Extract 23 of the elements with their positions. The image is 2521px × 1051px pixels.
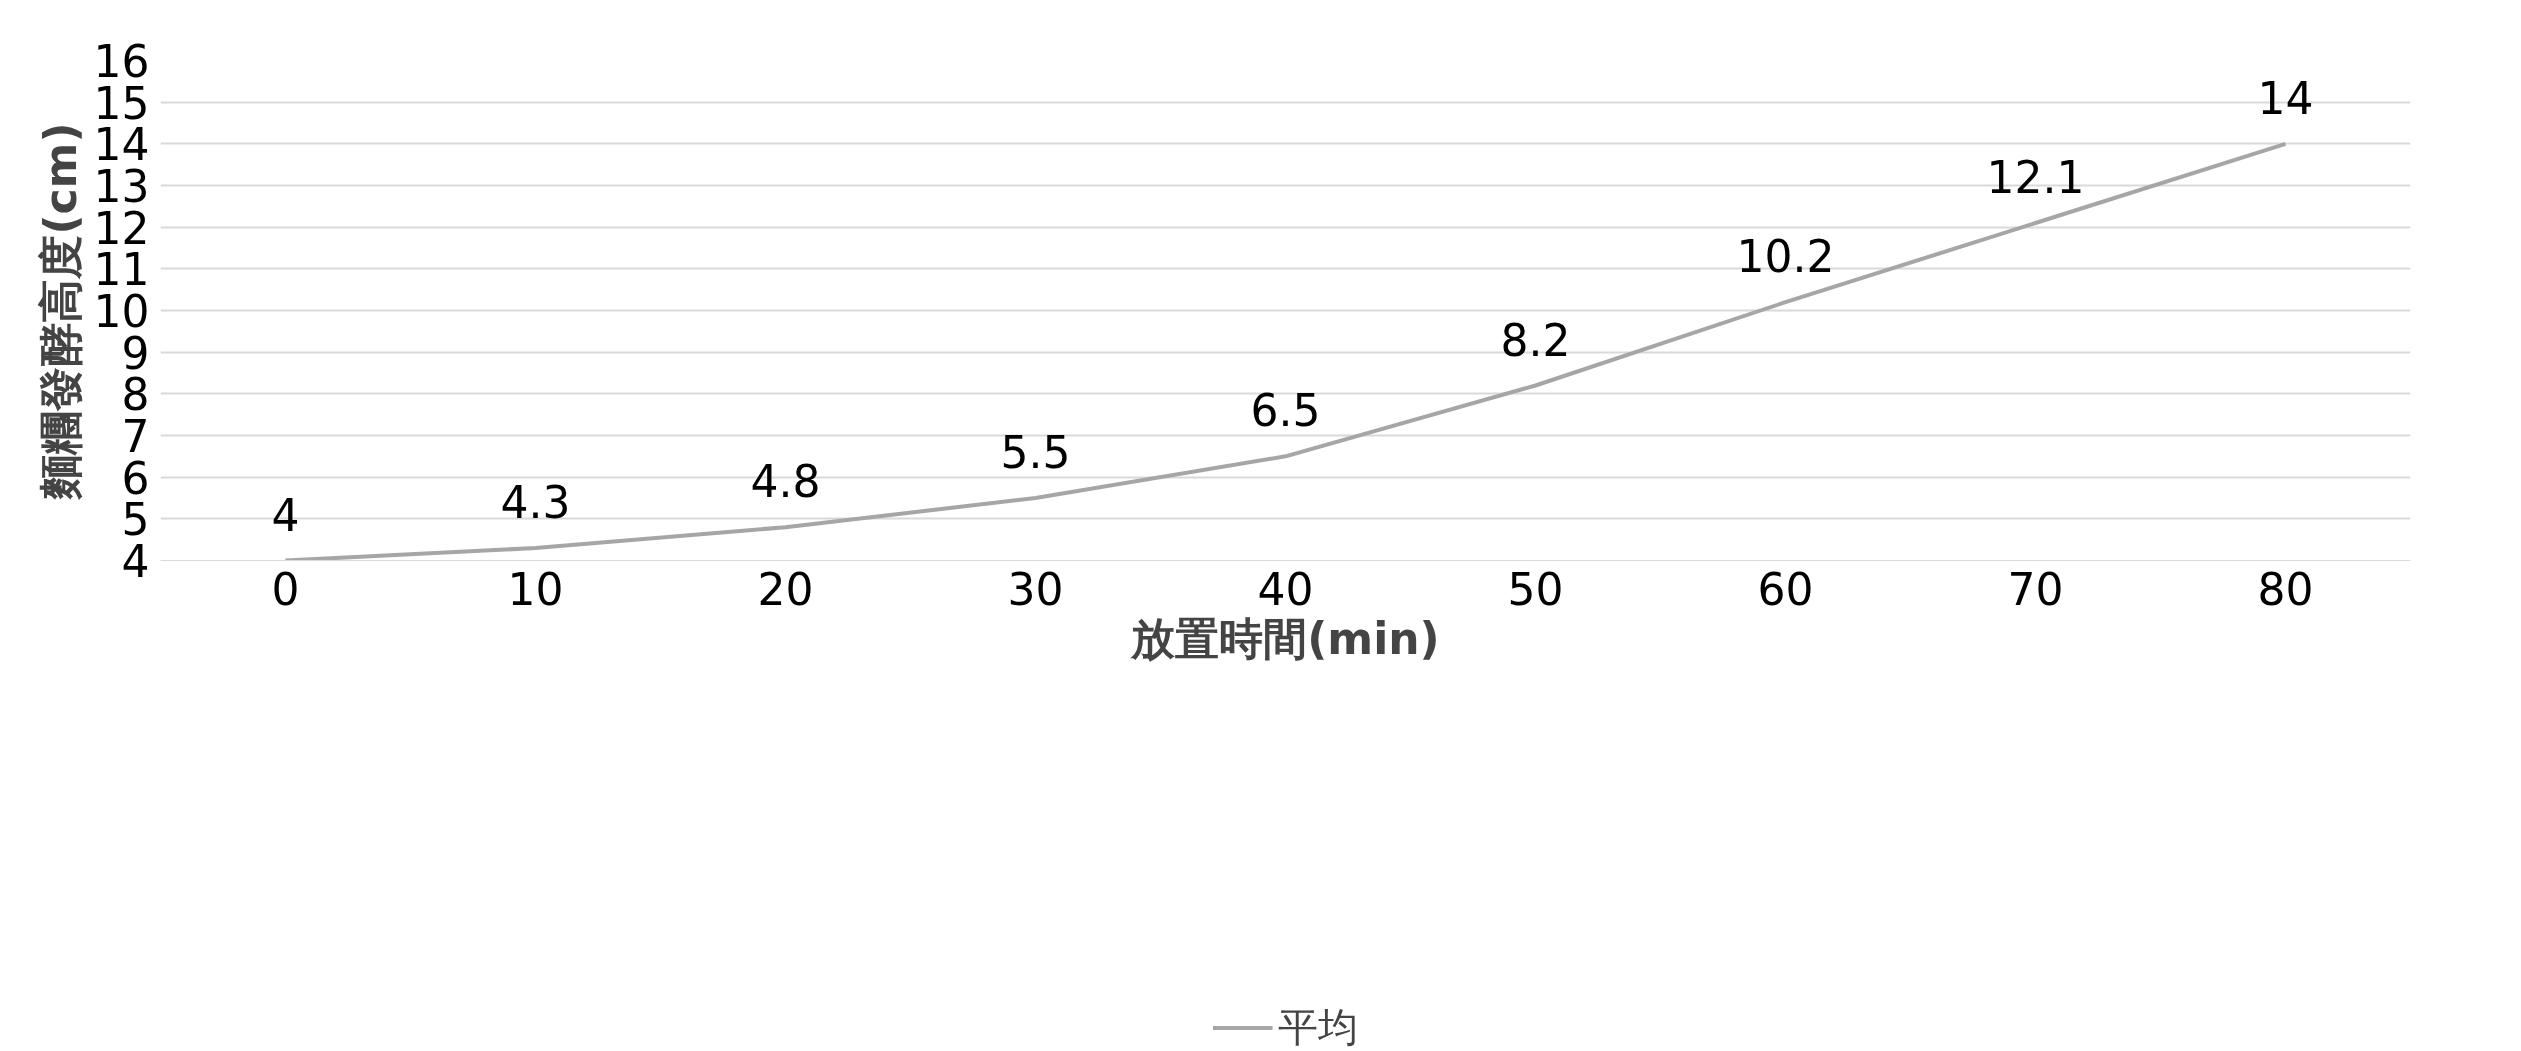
data-label: 6.5 [1250, 385, 1321, 437]
data-label: 4.8 [750, 456, 821, 508]
data-label: 12.1 [1986, 152, 2085, 203]
x-tick-label: 40 [1257, 563, 1314, 615]
x-tick-label: 80 [2257, 563, 2314, 615]
data-label: 14 [2257, 72, 2314, 124]
data-label: 10.2 [1736, 231, 1835, 283]
y-axis-title: 麵糰發酵高度(cm) [34, 122, 86, 501]
x-tick-label: 50 [1507, 563, 1564, 615]
x-tick-label: 0 [271, 563, 300, 615]
y-tick-label: 4 [121, 536, 150, 587]
data-label: 4 [271, 489, 300, 541]
data-label: 5.5 [1000, 427, 1071, 478]
x-tick-label: 20 [757, 563, 814, 615]
x-axis-title: 放置時間(min) [1130, 612, 1440, 664]
x-tick-label: 60 [1757, 563, 1814, 615]
data-label: 8.2 [1500, 314, 1571, 366]
y-tick-label: 16 [93, 36, 150, 87]
x-tick-label: 30 [1007, 563, 1064, 615]
x-tick-label: 10 [507, 563, 564, 615]
legend-label: 平均 [1277, 1002, 1358, 1051]
x-tick-label: 70 [2007, 563, 2064, 615]
data-label: 4.3 [500, 477, 571, 528]
